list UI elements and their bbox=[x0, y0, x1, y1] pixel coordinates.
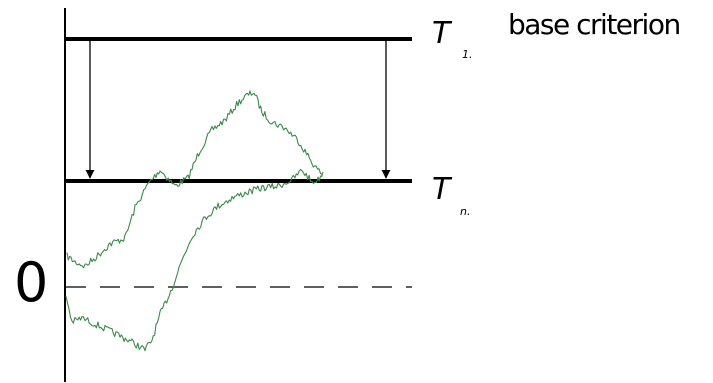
threshold-t1-symbol: T bbox=[432, 16, 451, 51]
upper-random-walk-trace bbox=[66, 90, 323, 269]
threshold-tn-subscript: n. bbox=[460, 205, 471, 218]
base-criterion-label: base criterion bbox=[508, 8, 681, 41]
lower-random-walk-trace bbox=[65, 168, 324, 352]
threshold-t1-subscript: 1. bbox=[462, 48, 473, 61]
threshold-tn-symbol: T bbox=[432, 172, 451, 207]
zero-label: 0 bbox=[14, 251, 49, 314]
